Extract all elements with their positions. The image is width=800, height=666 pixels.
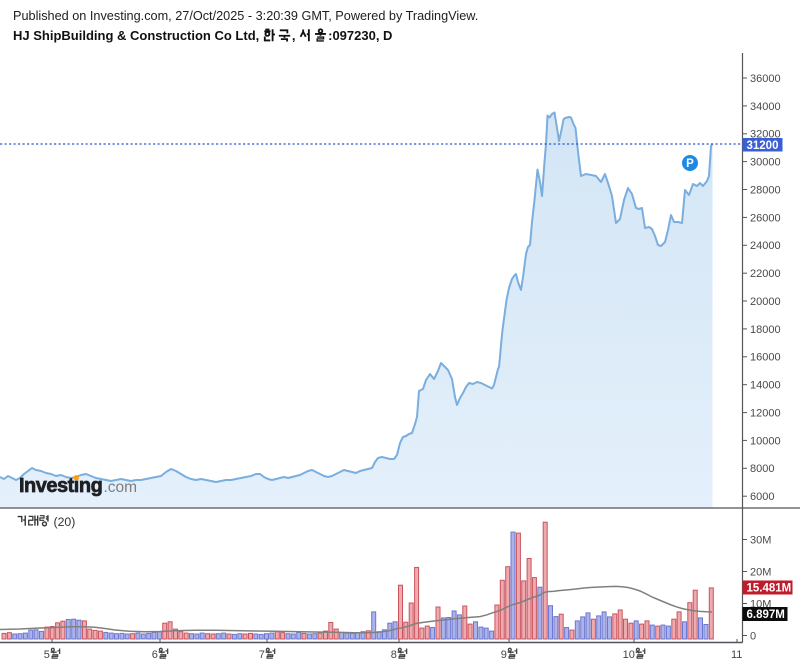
svg-text:11: 11	[731, 649, 742, 661]
svg-text:.com: .com	[104, 479, 138, 496]
svg-text:31200: 31200	[747, 140, 779, 152]
svg-text:20M: 20M	[750, 566, 771, 578]
svg-text:7: 7	[259, 649, 265, 661]
svg-text:30000: 30000	[750, 157, 781, 169]
svg-text:16000: 16000	[750, 352, 781, 364]
svg-text:10: 10	[623, 649, 635, 661]
svg-text:24000: 24000	[750, 240, 781, 252]
svg-text:20000: 20000	[750, 296, 781, 308]
svg-text:30M: 30M	[750, 534, 771, 546]
svg-text:6.897M: 6.897M	[747, 609, 785, 621]
svg-text:8000: 8000	[750, 463, 774, 475]
svg-text:6: 6	[152, 649, 158, 661]
svg-text:26000: 26000	[750, 212, 781, 224]
svg-text:14000: 14000	[750, 380, 781, 392]
svg-text:32000: 32000	[750, 129, 781, 141]
svg-text:15.481M: 15.481M	[747, 582, 792, 594]
svg-text:(20): (20)	[54, 515, 76, 529]
svg-text:0: 0	[750, 630, 756, 642]
svg-text:8: 8	[391, 649, 397, 661]
svg-text:10000: 10000	[750, 435, 781, 447]
svg-text:12000: 12000	[750, 408, 781, 420]
svg-text:P: P	[686, 158, 694, 170]
svg-text:18000: 18000	[750, 324, 781, 336]
svg-text:9: 9	[501, 649, 507, 661]
svg-text:Investing: Investing	[19, 475, 102, 497]
svg-text:22000: 22000	[750, 268, 781, 280]
svg-text:34000: 34000	[750, 101, 781, 113]
svg-text:6000: 6000	[750, 491, 774, 503]
svg-text:28000: 28000	[750, 184, 781, 196]
svg-text:36000: 36000	[750, 73, 781, 85]
svg-text:5: 5	[44, 649, 50, 661]
